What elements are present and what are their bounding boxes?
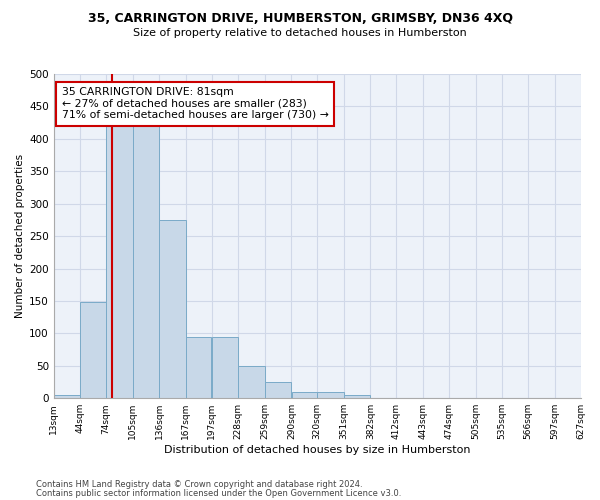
- Text: Size of property relative to detached houses in Humberston: Size of property relative to detached ho…: [133, 28, 467, 38]
- Bar: [186, 336, 211, 398]
- Bar: [106, 100, 133, 398]
- X-axis label: Distribution of detached houses by size in Humberston: Distribution of detached houses by size …: [164, 445, 470, 455]
- Bar: [54, 395, 80, 398]
- Text: 35, CARRINGTON DRIVE, HUMBERSTON, GRIMSBY, DN36 4XQ: 35, CARRINGTON DRIVE, HUMBERSTON, GRIMSB…: [88, 12, 512, 26]
- Bar: [238, 366, 265, 398]
- Bar: [80, 302, 106, 398]
- Bar: [292, 392, 317, 398]
- Bar: [344, 395, 370, 398]
- Bar: [265, 382, 291, 398]
- Bar: [317, 392, 344, 398]
- Text: Contains HM Land Registry data © Crown copyright and database right 2024.: Contains HM Land Registry data © Crown c…: [36, 480, 362, 489]
- Y-axis label: Number of detached properties: Number of detached properties: [15, 154, 25, 318]
- Text: 35 CARRINGTON DRIVE: 81sqm
← 27% of detached houses are smaller (283)
71% of sem: 35 CARRINGTON DRIVE: 81sqm ← 27% of deta…: [62, 87, 329, 120]
- Bar: [133, 100, 159, 398]
- Bar: [160, 220, 186, 398]
- Text: Contains public sector information licensed under the Open Government Licence v3: Contains public sector information licen…: [36, 488, 401, 498]
- Bar: [212, 336, 238, 398]
